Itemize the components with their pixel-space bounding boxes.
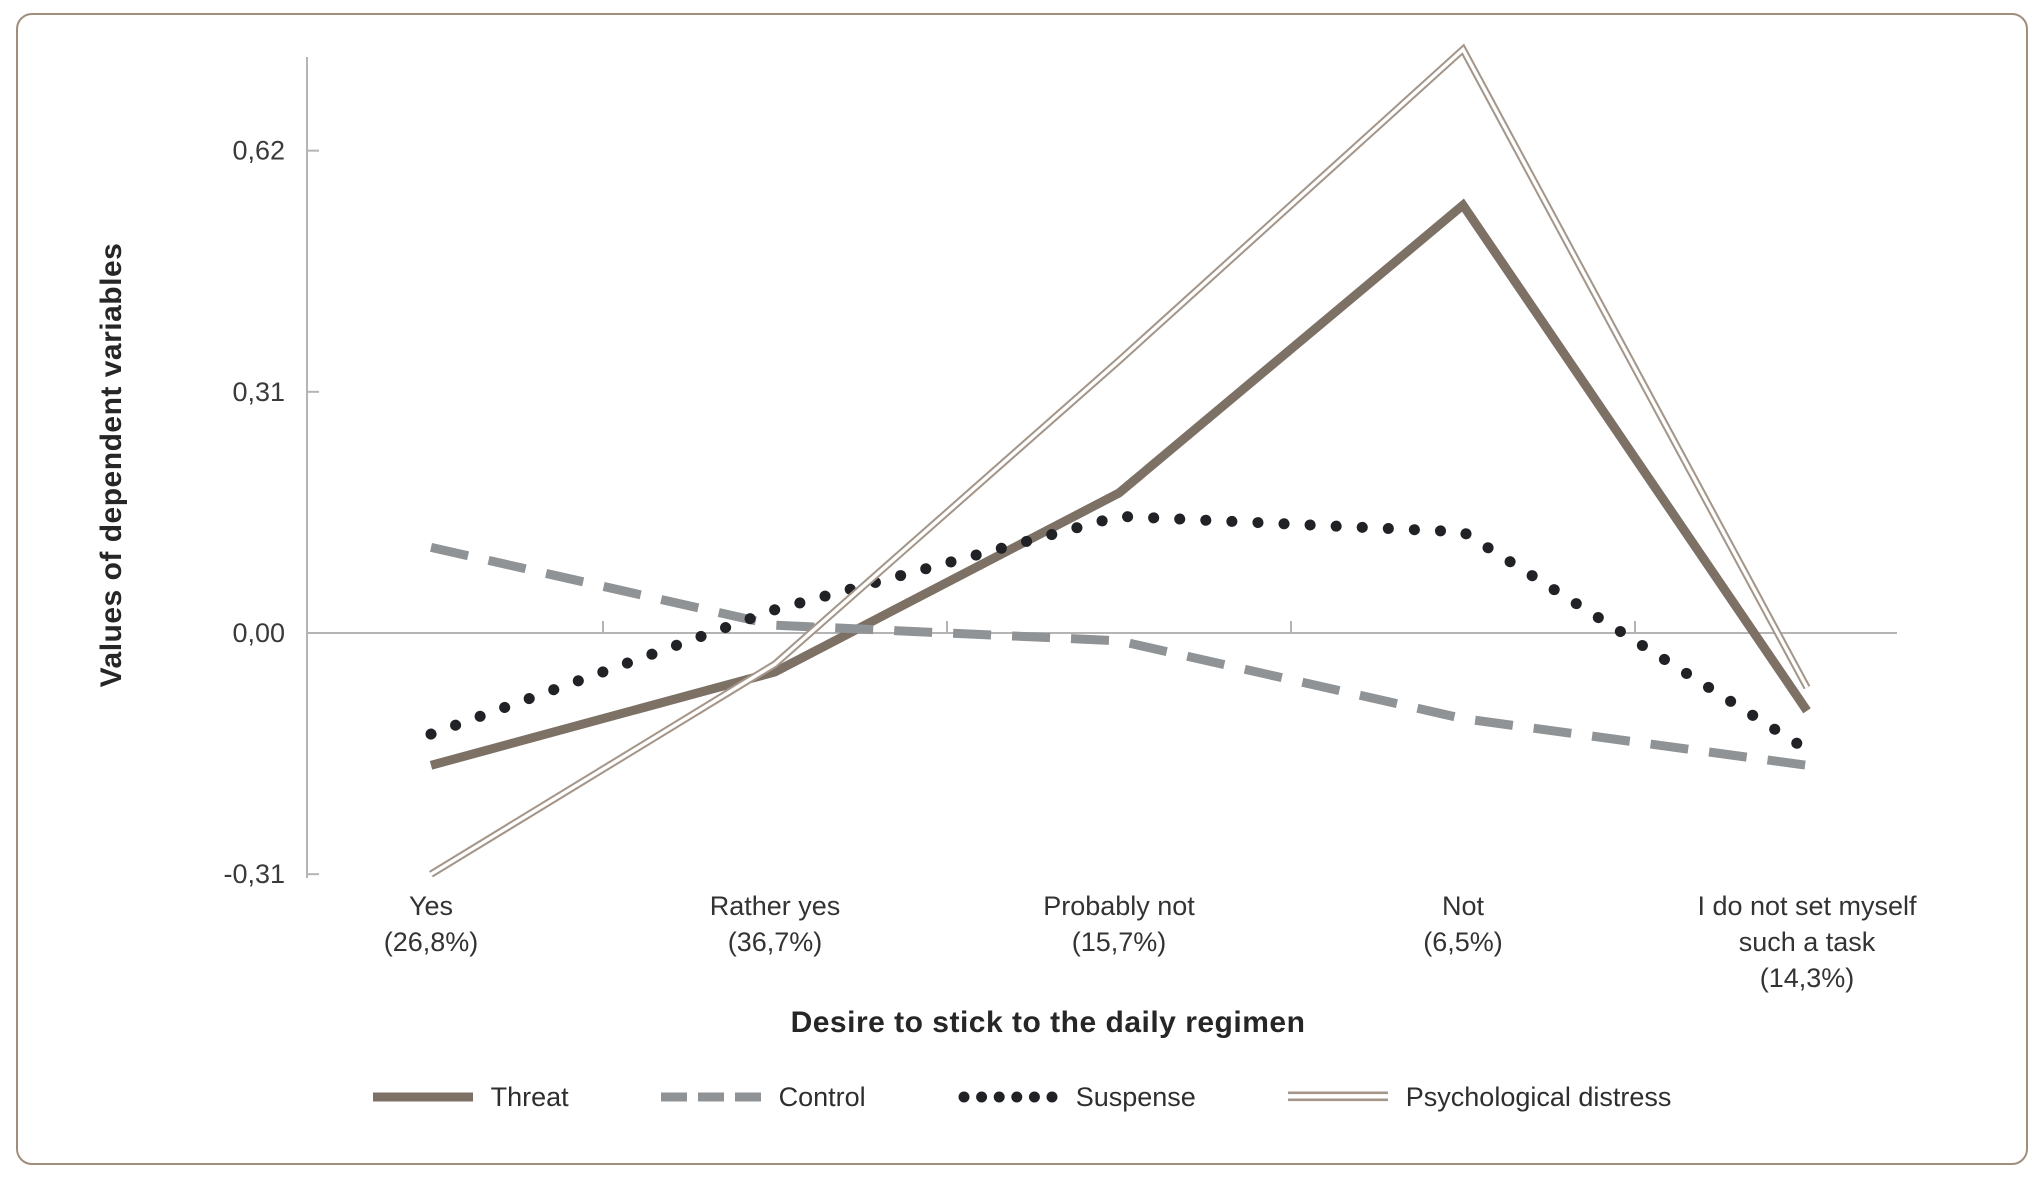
series-line-suspense	[425, 510, 1813, 756]
legend-label: Threat	[490, 1081, 569, 1112]
x-category-label: Yes (26,8%)	[384, 891, 479, 957]
series-line-psychological-distress	[429, 43, 1811, 878]
legend-label: Control	[778, 1081, 866, 1112]
x-category-label: I do not set myself such a task (14,3%)	[1697, 891, 1917, 993]
legend-label: Suspense	[1075, 1081, 1196, 1112]
x-category-label: Not (6,5%)	[1423, 891, 1503, 957]
series-line-threat	[429, 198, 1811, 770]
series-line-psychological-distress-inner-gap	[430, 46, 1809, 876]
legend-item-psychological-distress: Psychological distress	[1287, 1081, 1672, 1113]
dashed-line-swatch-icon	[660, 1092, 761, 1102]
y-tick-label: 0,00	[232, 618, 285, 648]
legend-label: Psychological distress	[1405, 1081, 1672, 1112]
legend-item-control: Control	[660, 1081, 866, 1113]
chart-legend: Threat Control Suspense Psychological distr…	[0, 1072, 2044, 1122]
double-line-swatch-icon	[1287, 1091, 1388, 1102]
y-tick-label: 0,62	[232, 136, 285, 166]
series-line-control	[430, 543, 1808, 770]
legend-item-suspense: Suspense	[958, 1082, 1196, 1113]
y-axis-title: Values of dependent variables	[95, 242, 128, 688]
figure-border	[16, 13, 2028, 1165]
y-tick-label: -0,31	[223, 859, 285, 889]
dotted-line-swatch-icon	[958, 1091, 1058, 1103]
x-category-label: Probably not (15,7%)	[1043, 891, 1195, 957]
legend-item-threat: Threat	[372, 1081, 569, 1113]
x-category-label: Rather yes (36,7%)	[710, 891, 841, 957]
solid-thick-line-swatch-icon	[372, 1092, 473, 1102]
y-tick-label: 0,31	[232, 377, 285, 407]
x-axis-title: Desire to stick to the daily regimen	[790, 1006, 1306, 1039]
